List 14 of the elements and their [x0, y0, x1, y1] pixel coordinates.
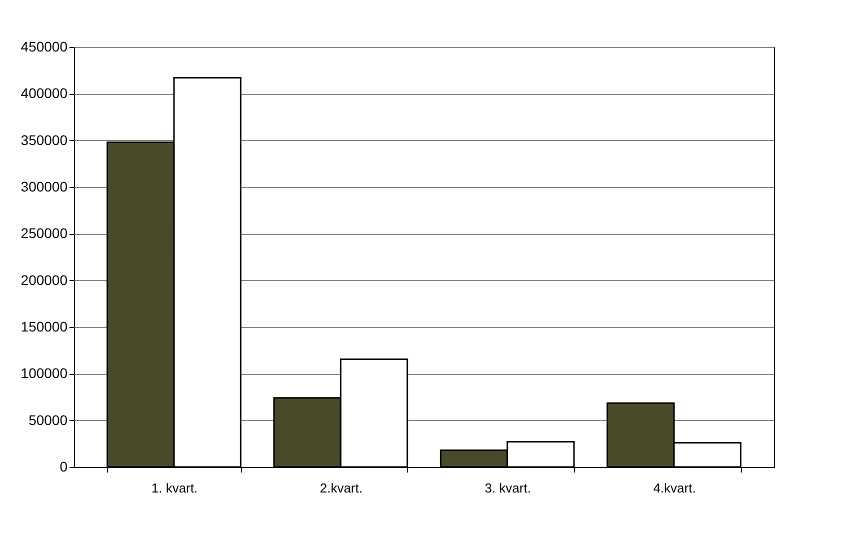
x-tick-label: 3. kvart. — [484, 480, 531, 496]
y-tick-label: 50000 — [28, 412, 68, 428]
y-tick-label: 200000 — [20, 272, 68, 288]
y-tick-label: 450000 — [20, 38, 68, 54]
y-tick-label: 0 — [60, 458, 68, 474]
y-tick-label: 150000 — [20, 318, 68, 334]
x-tick-label: 4.kvart. — [653, 480, 696, 496]
y-tick-label: 250000 — [20, 225, 68, 242]
y-tick-label: 400000 — [20, 85, 68, 102]
y-tick-label: 300000 — [20, 178, 68, 194]
x-tick-label: 1. kvart. — [151, 480, 198, 496]
y-tick-label: 100000 — [20, 365, 68, 382]
x-tick-label: 2.kvart. — [320, 480, 362, 496]
y-tick-label: 350000 — [20, 132, 68, 148]
